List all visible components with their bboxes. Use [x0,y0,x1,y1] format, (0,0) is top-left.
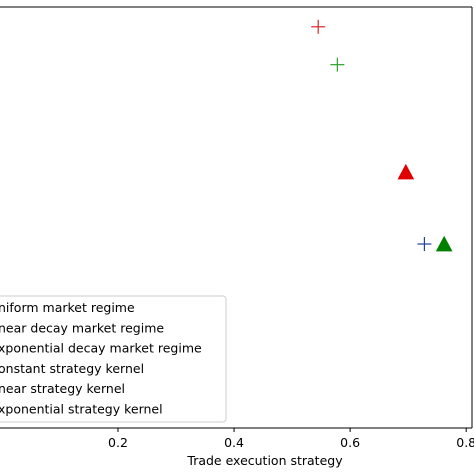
legend-entry-label: xponential strategy kernel [0,402,163,417]
x-tick-label: 0.8 [456,435,474,450]
data-points [311,19,453,252]
plus-marker-point [417,237,432,252]
legend-entry-label: niform market regime [0,300,135,315]
x-axis-ticks: 0.2 0.4 0.6 0.8 [108,428,474,450]
legend-entry-label: near strategy kernel [0,381,125,396]
plus-marker-point [311,19,326,34]
legend-entry-label: onstant strategy kernel [0,361,144,376]
legend-box [0,295,227,423]
axes-frame [0,6,473,429]
x-tick-label: 0.4 [224,435,244,450]
x-axis-label: Trade execution strategy [186,453,343,468]
legend-entry-label: xponential decay market regime [0,341,202,356]
x-tick-label: 0.6 [340,435,360,450]
legend: niform market regime near decay market re… [0,295,227,423]
triangle-marker-point [397,163,415,180]
legend-entry-label: near decay market regime [0,320,164,335]
plus-marker-point [330,57,345,72]
triangle-marker-point [435,235,453,252]
x-tick-label: 0.2 [108,435,128,450]
